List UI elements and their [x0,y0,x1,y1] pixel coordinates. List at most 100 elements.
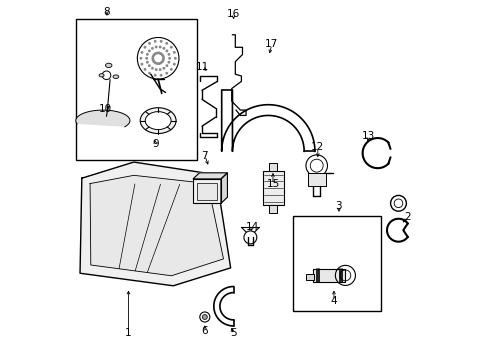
Text: 14: 14 [245,222,259,231]
Circle shape [166,49,169,52]
Circle shape [163,67,165,69]
Polygon shape [76,110,130,127]
Circle shape [152,53,155,56]
Polygon shape [221,173,227,203]
Circle shape [155,68,158,71]
Circle shape [152,59,154,62]
Ellipse shape [145,112,171,130]
Circle shape [147,198,148,200]
Text: 6: 6 [201,326,208,336]
Ellipse shape [113,75,119,78]
Circle shape [151,67,154,69]
Circle shape [154,40,157,43]
Circle shape [148,64,151,67]
Circle shape [141,198,143,200]
Text: 16: 16 [227,9,240,19]
Circle shape [154,62,157,64]
Circle shape [141,192,143,194]
Text: 7: 7 [201,150,208,161]
Circle shape [160,40,163,43]
Circle shape [168,57,171,60]
Circle shape [140,57,143,60]
Circle shape [159,62,162,64]
Bar [313,269,345,282]
Text: 13: 13 [362,131,375,141]
Bar [306,274,314,280]
Text: 2: 2 [404,212,411,222]
Text: 4: 4 [331,296,337,306]
Polygon shape [90,175,223,276]
Circle shape [165,42,168,45]
Text: 3: 3 [336,201,343,211]
Circle shape [151,47,154,50]
Circle shape [156,62,159,65]
Bar [308,173,326,186]
Polygon shape [80,162,231,286]
Circle shape [144,199,146,202]
Circle shape [173,51,176,54]
Bar [263,171,284,205]
Circle shape [148,42,151,45]
Circle shape [162,57,165,60]
Circle shape [159,46,162,49]
Circle shape [154,74,157,77]
Circle shape [145,57,148,60]
Circle shape [159,52,162,55]
Circle shape [158,62,161,65]
Circle shape [174,57,177,60]
Circle shape [168,61,171,64]
Bar [294,216,381,311]
Text: 8: 8 [103,7,110,17]
Circle shape [152,60,155,63]
Polygon shape [193,179,221,203]
Polygon shape [193,173,227,179]
Circle shape [165,72,168,75]
Circle shape [158,51,161,54]
Text: 5: 5 [230,328,237,338]
Ellipse shape [99,74,104,77]
Circle shape [139,195,141,197]
Circle shape [152,55,154,58]
Text: 10: 10 [99,104,112,114]
Bar [269,163,277,171]
Circle shape [141,63,144,66]
Ellipse shape [105,63,112,68]
Circle shape [161,60,164,63]
Text: 11: 11 [196,62,209,72]
Bar [269,205,277,213]
Circle shape [160,74,163,77]
Ellipse shape [140,108,176,134]
Circle shape [162,55,165,58]
Circle shape [148,49,151,52]
Text: 1: 1 [125,328,132,338]
Text: 17: 17 [265,40,278,49]
Circle shape [159,68,162,71]
Circle shape [170,68,173,71]
Circle shape [144,191,146,193]
Text: 12: 12 [311,142,324,152]
Circle shape [146,61,149,64]
Circle shape [170,46,173,49]
Circle shape [148,72,151,75]
Circle shape [144,68,147,71]
Circle shape [202,315,207,319]
Circle shape [166,64,169,67]
Text: 15: 15 [267,179,280,189]
Text: 9: 9 [152,139,159,149]
Circle shape [163,47,165,50]
Circle shape [161,53,164,56]
Circle shape [151,57,154,60]
Polygon shape [196,183,218,200]
Circle shape [146,53,149,56]
Circle shape [168,53,171,56]
Circle shape [154,52,157,55]
Circle shape [148,195,150,197]
Circle shape [147,192,148,194]
Bar [76,19,196,160]
Circle shape [173,63,176,66]
Circle shape [141,51,144,54]
Circle shape [156,51,159,54]
Circle shape [144,46,147,49]
Circle shape [162,59,165,62]
Circle shape [155,46,158,49]
